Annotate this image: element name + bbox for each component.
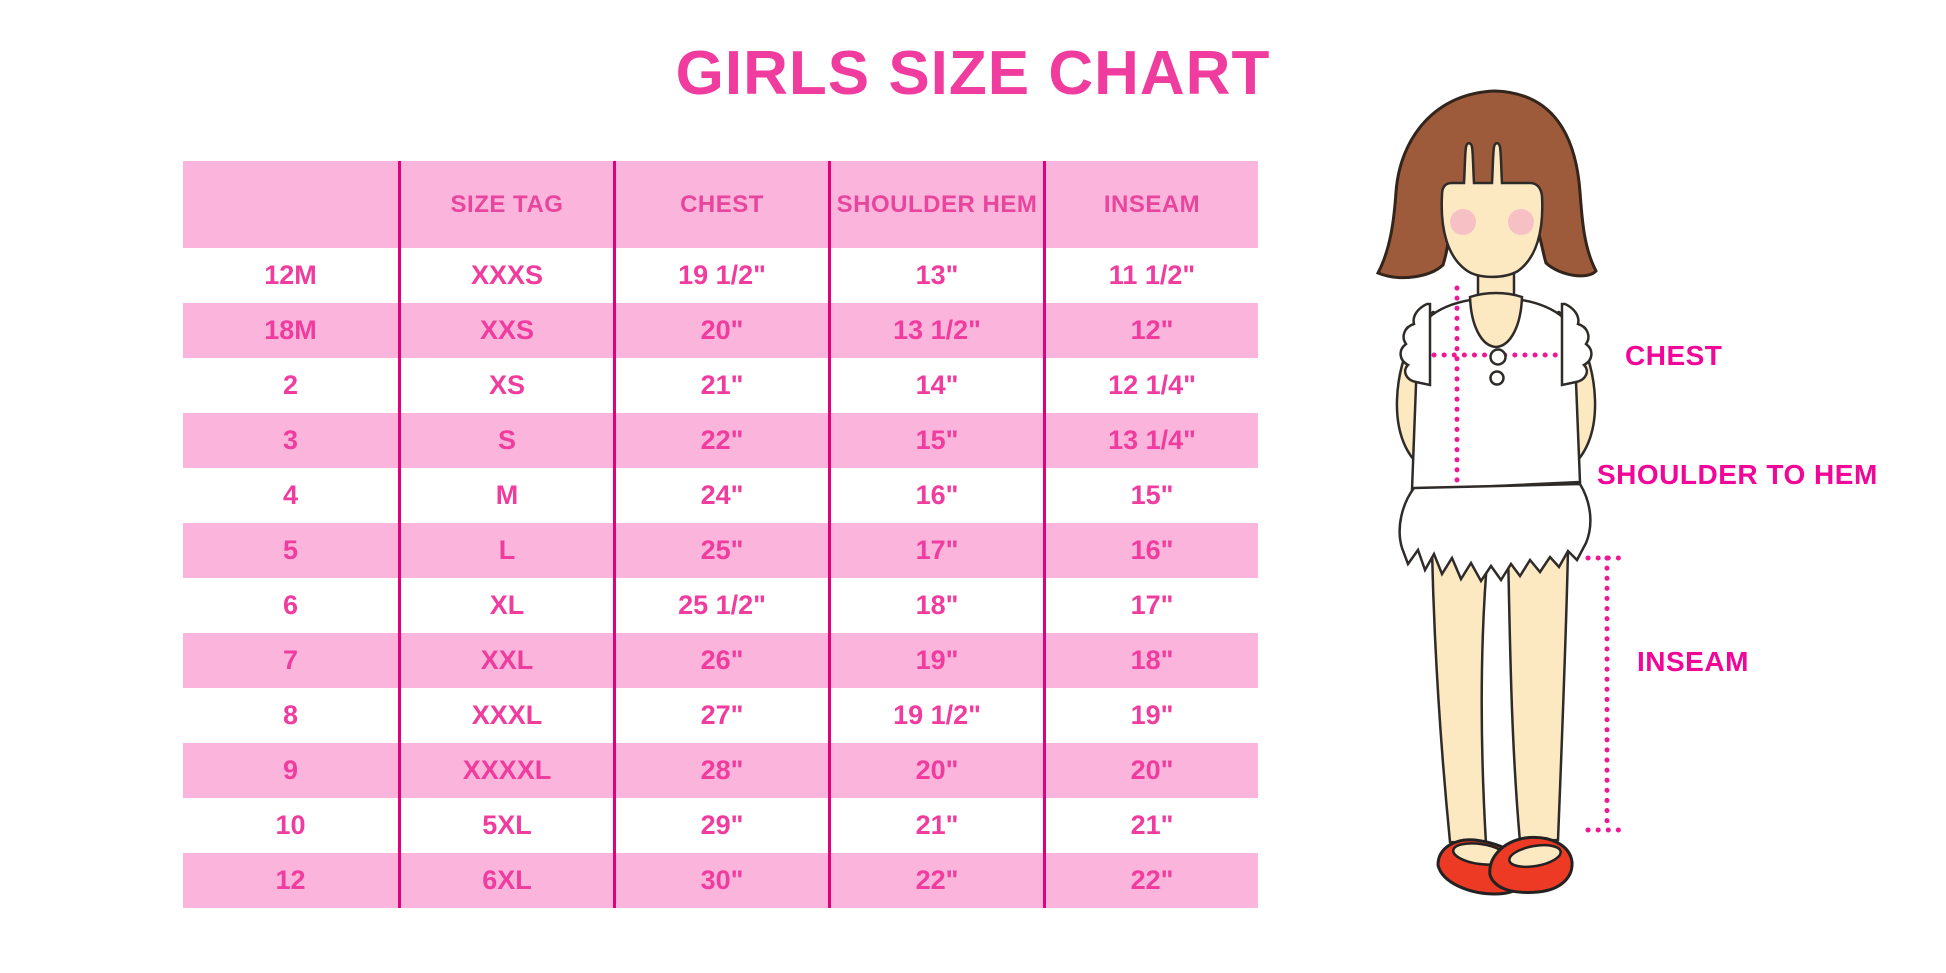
table-cell: 2 [183,358,398,413]
table-cell: 19 1/2" [613,248,828,303]
table-cell: 29" [613,798,828,853]
table-cell: 27" [613,688,828,743]
table-cell: 20" [613,303,828,358]
table-cell: 8 [183,688,398,743]
size-table: SIZE TAG CHEST SHOULDER HEM INSEAM 12M XXXS 19… [183,161,1258,908]
table-row: 10 5XL 29" 21" 21" [183,798,1258,853]
table-cell: 6 [183,578,398,633]
table-cell: 12 1/4" [1043,358,1258,413]
table-row: 4 M 24" 16" 15" [183,468,1258,523]
table-row: 3 S 22" 15" 13 1/4" [183,413,1258,468]
table-cell: XS [398,358,613,413]
table-cell: XXS [398,303,613,358]
shoulder-to-hem-label: SHOULDER TO HEM [1597,459,1878,490]
table-row: 18M XXS 20" 13 1/2" 12" [183,303,1258,358]
page-title: GIRLS SIZE CHART [675,39,1271,108]
table-cell: 19 1/2" [828,688,1043,743]
table-cell: 16" [1043,523,1258,578]
girl-blush [1450,209,1534,235]
girl-sleeve-ruffles [1399,302,1593,387]
table-cell: 5 [183,523,398,578]
table-cell: XXXL [398,688,613,743]
girl-skirt [1398,482,1592,584]
table-cell: 6XL [398,853,613,908]
table-cell: 17" [1043,578,1258,633]
table-cell: L [398,523,613,578]
table-cell: 5XL [398,798,613,853]
table-cell: 21" [1043,798,1258,853]
table-cell: 25 1/2" [613,578,828,633]
girl-face [1440,142,1544,279]
table-row: 12 6XL 30" 22" 22" [183,853,1258,908]
table-cell: 13 1/4" [1043,413,1258,468]
table-row: 5 L 25" 17" 16" [183,523,1258,578]
table-cell: 15" [1043,468,1258,523]
table-cell: 18" [828,578,1043,633]
table-cell: 19" [828,633,1043,688]
table-cell: 28" [613,743,828,798]
table-cell: 14" [828,358,1043,413]
table-row: 9 XXXXL 28" 20" 20" [183,743,1258,798]
header-cell: INSEAM [1043,161,1258,248]
header-cell: SHOULDER HEM [828,161,1043,248]
table-cell: XXL [398,633,613,688]
table-cell: 24" [613,468,828,523]
table-row: 8 XXXL 27" 19 1/2" 19" [183,688,1258,743]
header-row: SIZE TAG CHEST SHOULDER HEM INSEAM [183,161,1258,248]
table-cell: 18M [183,303,398,358]
table-cell: 11 1/2" [1043,248,1258,303]
table-cell: 17" [828,523,1043,578]
table-cell: 9 [183,743,398,798]
header-cell: CHEST [613,161,828,248]
table-cell: 20" [1043,743,1258,798]
table-cell: 13" [828,248,1043,303]
girl-figure-illustration [1330,80,1730,920]
girl-neckline [1468,291,1524,349]
table-cell: 26" [613,633,828,688]
table-cell: 19" [1043,688,1258,743]
table-cell: 20" [828,743,1043,798]
table-cell: 22" [1043,853,1258,908]
table-cell: 15" [828,413,1043,468]
table-cell: S [398,413,613,468]
table-cell: 12M [183,248,398,303]
table-cell: 13 1/2" [828,303,1043,358]
table-cell: 10 [183,798,398,853]
table-row: 2 XS 21" 14" 12 1/4" [183,358,1258,413]
girl-illustration-svg [1375,89,1629,896]
header-cell [183,161,398,248]
girl-legs [1430,548,1570,846]
table-row: 7 XXL 26" 19" 18" [183,633,1258,688]
table-cell: 30" [613,853,828,908]
table-cell: 25" [613,523,828,578]
inseam-label: INSEAM [1637,646,1749,677]
table-cell: M [398,468,613,523]
table-cell: 22" [828,853,1043,908]
table-cell: 3 [183,413,398,468]
table-cell: 12" [1043,303,1258,358]
table-cell: XXXXL [398,743,613,798]
table-cell: 21" [828,798,1043,853]
table-cell: 22" [613,413,828,468]
girl-top-buttons [1489,348,1507,386]
table-cell: 18" [1043,633,1258,688]
header-cell: SIZE TAG [398,161,613,248]
table-row: 12M XXXS 19 1/2" 13" 11 1/2" [183,248,1258,303]
table-row: 6 XL 25 1/2" 18" 17" [183,578,1258,633]
table-cell: 7 [183,633,398,688]
table-cell: 16" [828,468,1043,523]
table-cell: XL [398,578,613,633]
chest-label: CHEST [1625,340,1723,371]
table-cell: XXXS [398,248,613,303]
table-cell: 12 [183,853,398,908]
table-cell: 21" [613,358,828,413]
girl-shoes [1436,835,1574,896]
table-cell: 4 [183,468,398,523]
